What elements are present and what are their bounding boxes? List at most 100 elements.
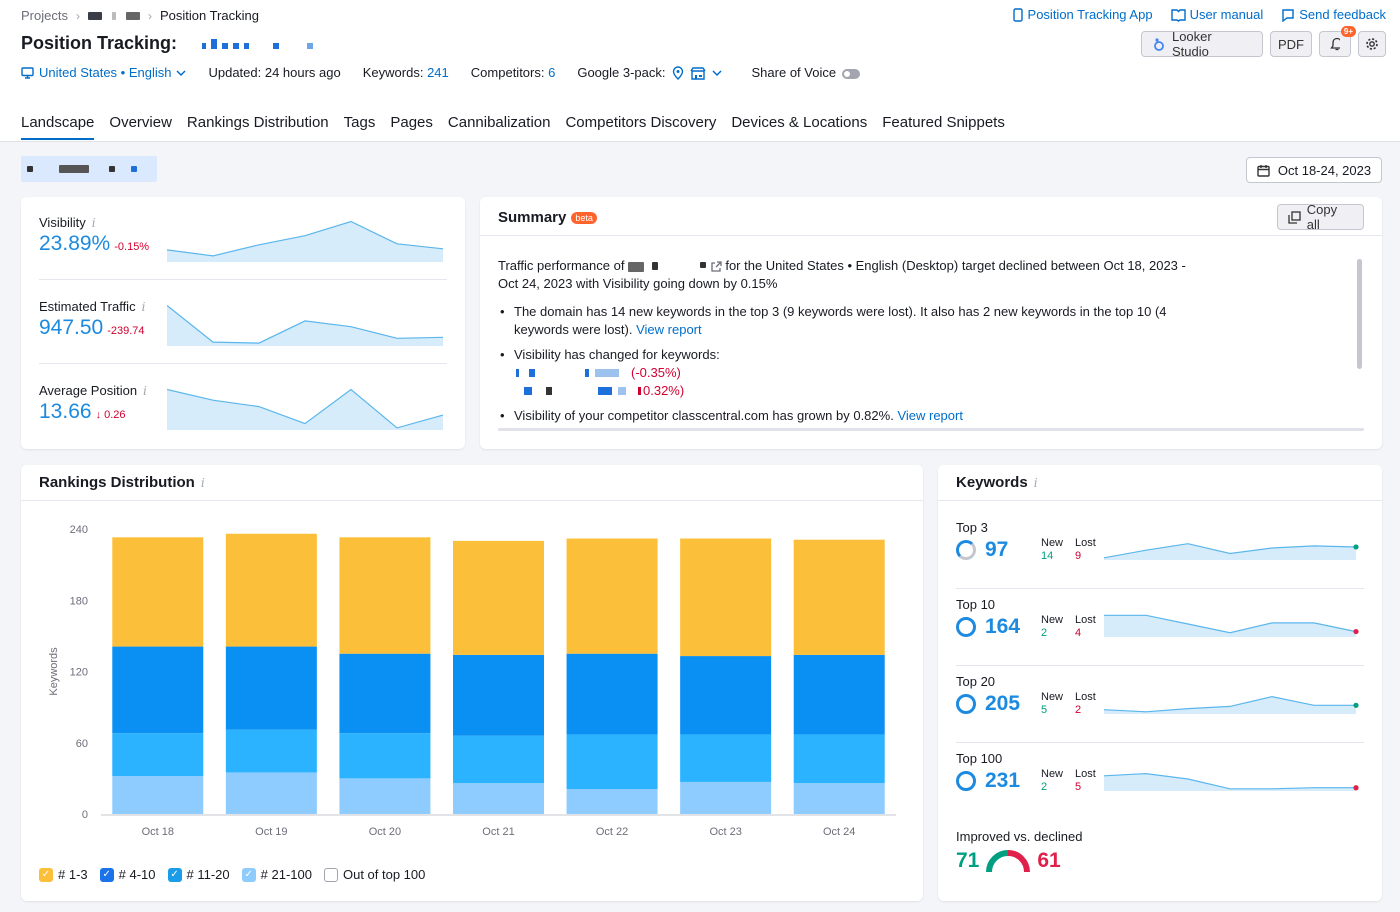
bar-segment[interactable] (793, 654, 885, 735)
looker-studio-button[interactable]: Looker Studio (1141, 29, 1263, 59)
tab-4[interactable]: Pages (390, 114, 433, 131)
spark-area (167, 305, 443, 346)
bar-segment[interactable] (339, 653, 431, 734)
new-label: New (1041, 691, 1064, 703)
kpi-sparkline (167, 388, 444, 430)
bar-segment[interactable] (793, 783, 885, 814)
legend-item[interactable]: ✓ # 11-20 (167, 867, 230, 882)
tab-2[interactable]: Rankings Distribution (186, 114, 329, 131)
date-range-button[interactable]: Oct 18-24, 2023 (1246, 157, 1382, 183)
bar-segment[interactable] (112, 776, 204, 814)
google-3pack[interactable]: Google 3-pack: (577, 65, 722, 80)
keywords-count[interactable]: Keywords: 241 (363, 65, 449, 80)
bar-segment[interactable] (566, 734, 658, 790)
bar-segment[interactable] (453, 540, 544, 655)
lost-label: Lost (1075, 537, 1096, 549)
toggle-switch[interactable] (842, 68, 861, 79)
bar-segment[interactable] (566, 538, 658, 654)
settings-button[interactable] (1358, 31, 1386, 57)
pdf-button[interactable]: PDF (1270, 31, 1312, 57)
tab-7[interactable]: Devices & Locations (731, 114, 868, 131)
list-item: Visibility has changed for keywords: (-0… (498, 346, 1208, 400)
rankings-title: Rankings Distribution (39, 474, 195, 491)
bar-segment[interactable] (680, 781, 772, 814)
kpi-2: Average Position i 13.66 ↓ 0.26 (39, 383, 147, 424)
bar-segment[interactable] (453, 783, 544, 814)
desktop-icon (21, 66, 34, 79)
user-manual-link[interactable]: User manual (1170, 7, 1263, 22)
keyword-change-2: 0.32%) (514, 382, 1208, 400)
legend-item[interactable]: ✓ # 21-100 (241, 867, 312, 882)
competitors-label: Competitors: (470, 65, 545, 80)
bar-segment[interactable] (680, 656, 772, 735)
chevron-right-icon: › (75, 8, 80, 23)
bar-segment[interactable] (225, 729, 317, 773)
info-icon[interactable]: i (200, 476, 205, 490)
toolbar: Looker Studio PDF 9+ (1141, 26, 1386, 59)
bar-segment[interactable] (566, 789, 658, 814)
summary-header: Summary beta (498, 209, 597, 226)
spark-area (167, 389, 443, 430)
keyword-change-2-value: 0.32%) (643, 383, 685, 398)
kpi-1: Estimated Traffic i 947.50 -239.74 (39, 299, 145, 340)
legend-item[interactable]: Out of top 100 (323, 867, 425, 882)
info-icon[interactable]: i (143, 384, 147, 398)
info-icon[interactable]: i (1033, 476, 1038, 490)
bar-segment[interactable] (680, 734, 772, 782)
divider (21, 500, 923, 501)
legend-item[interactable]: ✓ # 4-10 (99, 867, 156, 882)
bar-segment[interactable] (339, 537, 431, 654)
info-icon[interactable]: i (141, 300, 146, 314)
beta-badge: beta (571, 211, 597, 224)
scrollbar[interactable] (1357, 259, 1362, 369)
tab-8[interactable]: Featured Snippets (882, 114, 1005, 131)
bar-segment[interactable] (112, 733, 204, 776)
domain-name (628, 261, 707, 272)
bar-segment[interactable] (453, 735, 544, 784)
spark-area (167, 221, 443, 262)
view-report-link[interactable]: View report (897, 408, 963, 423)
bar-segment[interactable] (225, 772, 317, 814)
bar-segment[interactable] (339, 733, 431, 779)
breadcrumb-project[interactable] (87, 11, 140, 20)
view-report-link[interactable]: View report (636, 322, 702, 337)
improved-value: 71 (956, 849, 980, 872)
phone-icon (1012, 7, 1023, 22)
tab-5[interactable]: Cannibalization (447, 114, 551, 131)
bar-segment[interactable] (680, 538, 772, 657)
tab-0[interactable]: Landscape (21, 114, 95, 140)
copy-all-button[interactable]: Copy all (1277, 202, 1364, 232)
bar-segment[interactable] (225, 646, 317, 730)
bar-segment[interactable] (453, 654, 544, 736)
send-feedback-link[interactable]: Send feedback (1281, 7, 1386, 22)
bar-segment[interactable] (793, 734, 885, 784)
bar-segment[interactable] (112, 537, 204, 647)
tab-1[interactable]: Overview (109, 114, 172, 131)
breadcrumb-projects[interactable]: Projects (21, 8, 68, 23)
share-of-voice-toggle[interactable]: Share of Voice (752, 65, 861, 80)
lost-label: Lost (1075, 691, 1096, 703)
horizontal-scrollbar[interactable] (498, 428, 1364, 431)
kpi-sparkline (167, 305, 444, 346)
tab-6[interactable]: Competitors Discovery (565, 114, 717, 131)
competitors-count[interactable]: Competitors: 6 (471, 65, 556, 80)
notifications-button[interactable]: 9+ (1319, 26, 1356, 57)
domain-filter-chip[interactable] (21, 156, 157, 182)
lost-value: 2 (1075, 704, 1082, 716)
legend-item[interactable]: ✓ # 1-3 (39, 867, 88, 882)
divider (39, 363, 447, 364)
external-link-icon[interactable] (710, 260, 722, 273)
bar-segment[interactable] (112, 646, 204, 734)
summary-intro: Traffic performance of for the United St… (498, 257, 1208, 293)
bar-segment[interactable] (339, 778, 431, 814)
info-icon[interactable]: i (91, 216, 96, 230)
location-selector[interactable]: United States • English (21, 65, 186, 80)
tab-3[interactable]: Tags (343, 114, 376, 131)
bar-segment[interactable] (793, 539, 885, 655)
position-tracking-app-link[interactable]: Position Tracking App (1012, 7, 1153, 22)
bucket-sparkline (1104, 614, 1359, 637)
new-count: New 5 (1041, 691, 1075, 717)
tab-bar: Landscape Overview Rankings Distribution Ta… (21, 114, 1005, 140)
bar-segment[interactable] (225, 533, 317, 647)
bar-segment[interactable] (566, 653, 658, 735)
